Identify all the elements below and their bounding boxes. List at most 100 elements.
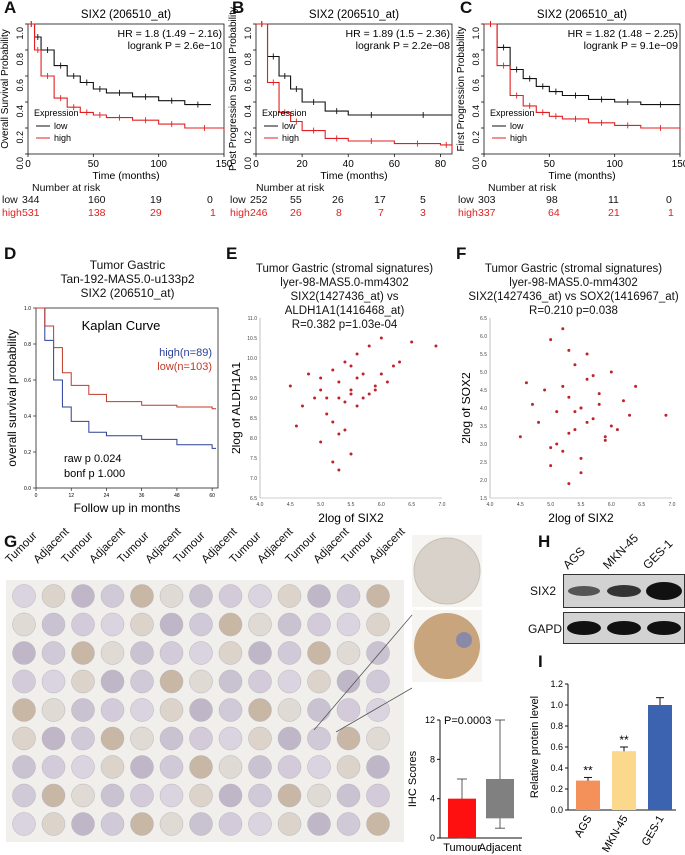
risk-high-label: high bbox=[230, 207, 250, 219]
data-point bbox=[567, 482, 571, 486]
y-tick-label: 0.0 bbox=[15, 157, 25, 170]
risk-value: 64 bbox=[548, 207, 560, 219]
tissue-core bbox=[189, 812, 213, 836]
x-axis-label: Follow up in months bbox=[74, 501, 181, 515]
panel-letter-a: A bbox=[4, 0, 17, 17]
y-tick-label: 12 bbox=[425, 715, 435, 725]
risk-value: 5 bbox=[420, 194, 426, 206]
tissue-core bbox=[277, 612, 302, 637]
tissue-core bbox=[336, 612, 361, 637]
data-point bbox=[361, 372, 365, 376]
tissue-core bbox=[12, 755, 36, 779]
data-point bbox=[361, 396, 365, 400]
data-point bbox=[530, 402, 534, 406]
tissue-core bbox=[218, 612, 243, 637]
tissue-core bbox=[41, 584, 66, 608]
tissue-zoom-adjacent bbox=[412, 610, 482, 682]
data-point bbox=[379, 372, 383, 376]
significance-mark: ** bbox=[619, 733, 629, 747]
logrank-p: logrank P = 2.2e−08 bbox=[356, 40, 451, 52]
panel-letter-f: F bbox=[456, 244, 467, 263]
tissue-core bbox=[130, 755, 154, 779]
y-tick-label: 5.5 bbox=[480, 352, 487, 358]
panel-letter-c: C bbox=[460, 0, 473, 17]
data-point bbox=[591, 374, 595, 378]
y-tick-label: 0.2 bbox=[15, 131, 25, 144]
tissue-core bbox=[366, 612, 390, 637]
risk-value: 26 bbox=[332, 194, 344, 206]
risk-value: 26 bbox=[290, 207, 302, 219]
tissue-core bbox=[41, 812, 66, 836]
panel-e-dataset: lyer-98-MAS5.0-mm4302 bbox=[280, 277, 409, 289]
data-point bbox=[349, 392, 353, 396]
x-axis-label: 2log of SIX2 bbox=[318, 511, 384, 525]
risk-value: 252 bbox=[250, 194, 268, 206]
tissue-core bbox=[336, 584, 361, 608]
tissue-core bbox=[12, 669, 36, 694]
tissue-core bbox=[277, 641, 302, 665]
data-point bbox=[319, 388, 323, 392]
y-tick-label: 4 bbox=[430, 794, 435, 804]
data-point bbox=[385, 380, 389, 384]
logrank-p: logrank P = 2.6e−10 bbox=[128, 40, 223, 52]
y-tick-label: 11.0 bbox=[248, 316, 258, 322]
lane-label: AGS bbox=[560, 544, 588, 572]
data-point bbox=[579, 471, 583, 475]
x-tick-label: 6.5 bbox=[638, 502, 645, 508]
data-point bbox=[543, 388, 547, 392]
y-tick-label: 7.5 bbox=[250, 456, 257, 462]
survival-curve-high bbox=[28, 23, 225, 130]
x-tick-label: 0 bbox=[253, 159, 259, 170]
tissue-core bbox=[71, 612, 95, 637]
data-point bbox=[343, 428, 347, 432]
data-point bbox=[634, 384, 638, 388]
tissue-core bbox=[336, 726, 361, 751]
y-tick-label: 3.0 bbox=[480, 442, 487, 448]
risk-value: 160 bbox=[88, 194, 106, 206]
y-tick-label: 9.0 bbox=[250, 396, 257, 402]
risk-value: 138 bbox=[88, 207, 106, 219]
data-point bbox=[603, 435, 607, 439]
legend-title: Expression bbox=[262, 108, 307, 118]
plot-frame bbox=[255, 23, 453, 155]
x-tick-label: 0 bbox=[25, 159, 31, 170]
panel-d-subtitle: Tan-192-MAS5.0-u133p2 bbox=[60, 272, 195, 286]
data-point bbox=[349, 388, 353, 392]
tissue-core bbox=[277, 783, 302, 808]
tissue-core bbox=[41, 755, 66, 779]
tissue-core bbox=[277, 669, 302, 694]
tissue-core bbox=[307, 612, 331, 637]
y-tick-label: 10.0 bbox=[247, 356, 257, 362]
risk-value: 531 bbox=[22, 207, 40, 219]
legend-title: Expression bbox=[34, 108, 79, 118]
panel-letter-g: G bbox=[4, 532, 18, 551]
data-point bbox=[434, 344, 438, 348]
x-axis-label: 2log of SIX2 bbox=[548, 511, 614, 525]
chart-title: SIX2 (206510_at) bbox=[81, 9, 171, 21]
data-point bbox=[549, 338, 553, 342]
data-point bbox=[615, 428, 619, 432]
panel-f-stats: R=0.210 p=0.038 bbox=[529, 305, 618, 317]
y-tick-label: 4.5 bbox=[480, 388, 487, 394]
tissue-core bbox=[189, 641, 213, 665]
tissue-core bbox=[41, 612, 66, 637]
tissue-core bbox=[248, 783, 272, 808]
western-blot-six2 bbox=[563, 574, 685, 608]
data-point bbox=[355, 352, 359, 356]
tissue-core bbox=[366, 641, 390, 665]
tissue-core bbox=[248, 812, 272, 836]
data-point bbox=[561, 384, 565, 388]
tissue-core bbox=[12, 612, 36, 637]
tissue-core bbox=[218, 584, 243, 608]
risk-value: 303 bbox=[478, 194, 496, 206]
data-point bbox=[567, 348, 571, 352]
data-point bbox=[664, 413, 668, 417]
km-chart-a: SIX2 (206510_at)HR = 1.8 (1.49 − 2.16)lo… bbox=[0, 9, 233, 182]
data-point bbox=[410, 340, 414, 344]
tissue-core bbox=[130, 584, 154, 608]
survival-curve-low bbox=[484, 23, 680, 106]
tissue-core bbox=[159, 726, 184, 751]
tissue-core bbox=[100, 584, 125, 608]
panel-e-stats: R=0.382 p=1.03e-04 bbox=[291, 319, 398, 331]
y-tick-label: 1.0 bbox=[550, 700, 563, 710]
